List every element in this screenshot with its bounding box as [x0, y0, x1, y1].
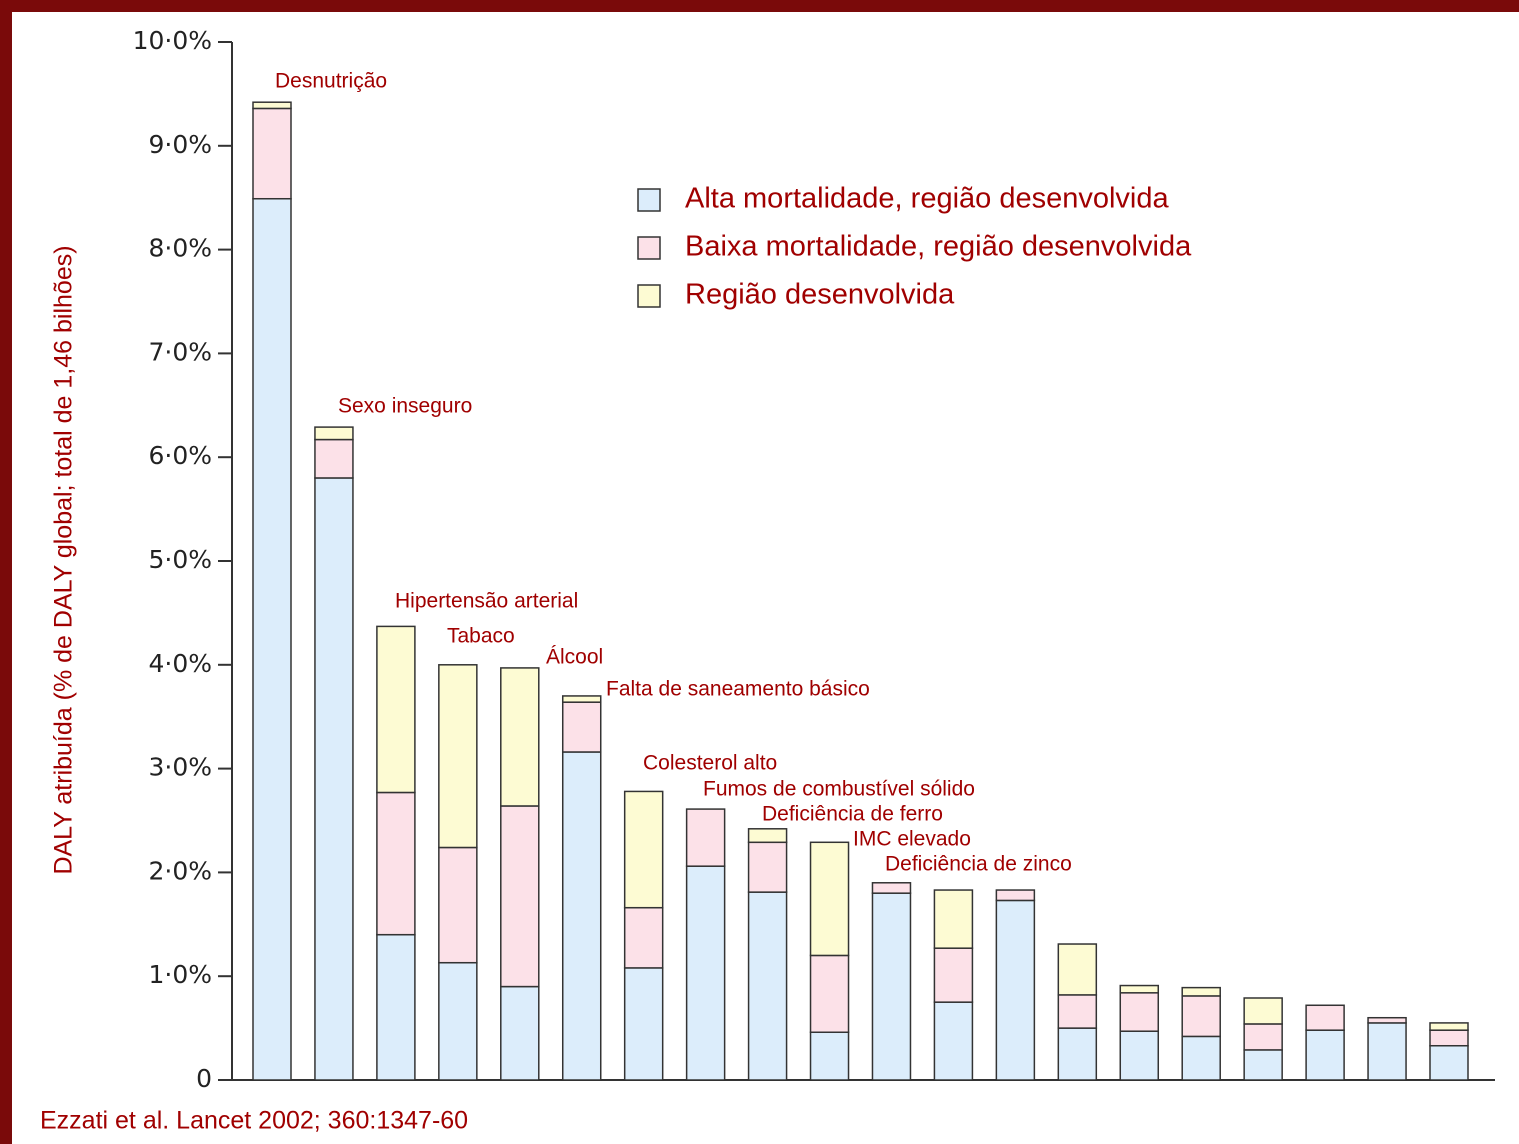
category-label: Hipertensão arterial — [395, 590, 578, 613]
y-tick-label: 2·0% — [148, 856, 212, 885]
bar-segment — [252, 107, 292, 200]
y-tick-label: 4·0% — [148, 649, 212, 678]
source: Ezzati et al. Lancet 2002; 360:1347-60 — [40, 1107, 468, 1135]
bar-segment — [871, 882, 912, 894]
bar-segment — [623, 906, 664, 969]
category-label: Falta de saneamento básico — [606, 678, 870, 701]
y-tick-label: 5·0% — [148, 545, 212, 574]
bar-segment — [561, 695, 602, 703]
bar-segment — [933, 1001, 974, 1081]
bar-segment — [1429, 1029, 1469, 1047]
bar-segment — [685, 865, 726, 1081]
y-tick-label: 0 — [196, 1064, 212, 1093]
bar-segment — [1243, 997, 1283, 1025]
bar-segment — [438, 846, 478, 964]
bar-segment — [933, 889, 974, 949]
bar-segment — [1119, 984, 1160, 994]
category-label: Desnutrição — [275, 70, 387, 93]
bar-segment — [561, 701, 602, 753]
bar-segment — [1429, 1022, 1469, 1031]
bar-segment — [1367, 1022, 1407, 1081]
bar-segment — [1429, 1044, 1469, 1081]
bar-segment — [809, 841, 850, 957]
bar-segment — [314, 477, 354, 1081]
bar-segment — [376, 791, 416, 936]
bar-segment — [252, 101, 292, 110]
y-tick-label: 3·0% — [148, 753, 212, 782]
bar-segment — [995, 889, 1036, 902]
y-axis-label: DALY atribuída (% de DALY global; total … — [50, 245, 78, 874]
y-tick-label: 6·0% — [148, 441, 212, 470]
category-label: Tabaco — [447, 625, 515, 648]
y-tick-label: 1·0% — [148, 960, 212, 989]
bar-segment — [747, 841, 788, 893]
legend-label: Alta mortalidade, região desenvolvida — [685, 183, 1169, 215]
category-label: Colesterol alto — [643, 752, 777, 775]
bar-segment — [1367, 1016, 1407, 1024]
bar-segment — [1305, 1004, 1345, 1031]
bar-segment — [314, 426, 354, 441]
bar-segment — [314, 438, 354, 479]
bar-segment — [1119, 1030, 1160, 1081]
bar-segment — [500, 667, 540, 807]
category-label: Deficiência de ferro — [762, 803, 943, 826]
legend-swatch — [637, 284, 661, 308]
bar-segment — [1305, 1029, 1345, 1081]
bar-segment — [747, 828, 788, 844]
legend-label: Região desenvolvida — [685, 279, 955, 311]
bar-segment — [500, 805, 540, 988]
bar-segment — [809, 1031, 850, 1081]
category-label: Deficiência de zinco — [885, 853, 1072, 876]
y-tick-label: 7·0% — [148, 337, 212, 366]
bar-segment — [376, 625, 416, 794]
y-tick-label: 10·0% — [133, 26, 212, 55]
bar-segment — [809, 954, 850, 1034]
legend-swatch — [637, 188, 661, 212]
bar-segment — [1057, 994, 1098, 1029]
bar-segment — [1119, 992, 1160, 1032]
bar-segment — [933, 947, 974, 1003]
bar-segment — [1243, 1049, 1283, 1081]
bar-segment — [1057, 943, 1098, 996]
category-label: IMC elevado — [853, 828, 971, 851]
y-tick-label: 9·0% — [148, 130, 212, 159]
bar-segment — [252, 197, 292, 1081]
bar-segment — [438, 664, 478, 849]
bar-segment — [1057, 1027, 1098, 1081]
bar-segment — [995, 899, 1036, 1081]
bar-segment — [438, 961, 478, 1081]
bar-segment — [500, 985, 540, 1081]
legend-label: Baixa mortalidade, região desenvolvida — [685, 231, 1192, 263]
bar-segment — [561, 751, 602, 1081]
bar-segment — [1243, 1023, 1283, 1051]
category-label: Sexo inseguro — [338, 395, 472, 418]
legend-swatch — [637, 236, 661, 260]
bar-segment — [747, 891, 788, 1081]
bar-segment — [376, 933, 416, 1081]
bar-segment — [1181, 1035, 1221, 1081]
bar-segment — [685, 808, 726, 867]
bar-segment — [1181, 986, 1221, 997]
category-label: Fumos de combustível sólido — [703, 778, 975, 801]
bar-segment — [1181, 995, 1221, 1038]
category-label: Álcool — [546, 646, 603, 669]
bar-segment — [871, 892, 912, 1081]
bar-segment — [623, 790, 664, 909]
y-tick-label: 8·0% — [148, 234, 212, 263]
bar-segment — [623, 967, 664, 1081]
